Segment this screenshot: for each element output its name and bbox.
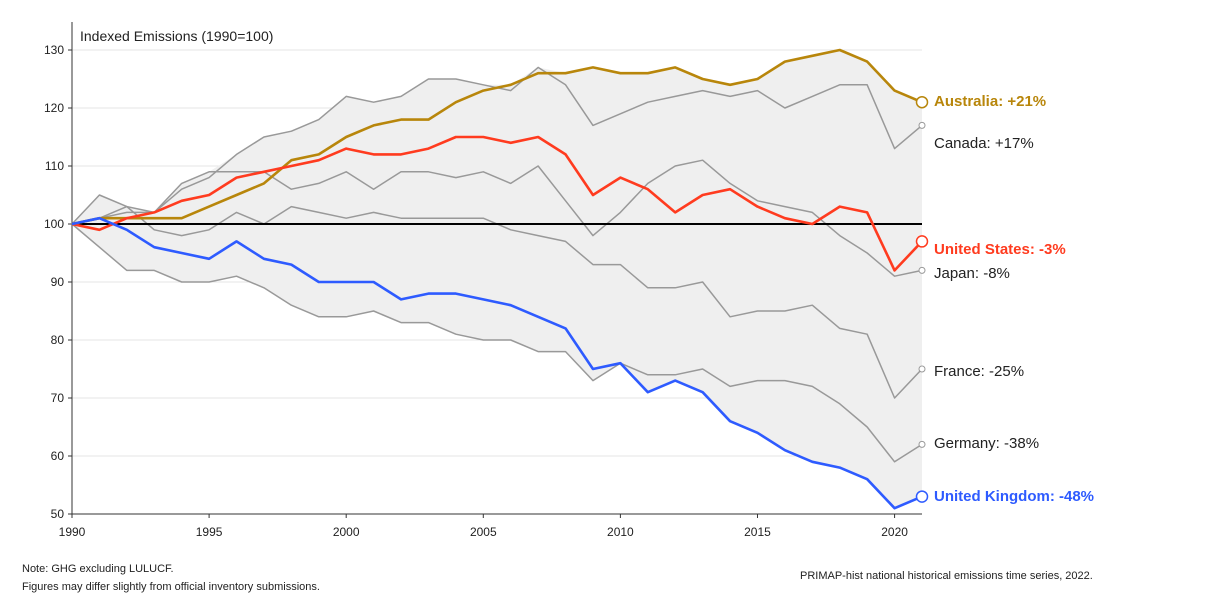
footnote-line-1: Note: GHG excluding LULUCF. xyxy=(22,563,174,575)
y-tick-label: 70 xyxy=(51,391,65,405)
end-marker-germany xyxy=(918,440,926,448)
y-tick-label: 90 xyxy=(51,275,65,289)
end-label-united-kingdom: United Kingdom: -48% xyxy=(934,488,1094,505)
series-line-japan xyxy=(71,159,923,277)
y-tick-label: 130 xyxy=(44,43,64,57)
end-marker-australia xyxy=(915,95,929,109)
y-tick-label: 80 xyxy=(51,333,65,347)
x-tick-label: 2000 xyxy=(333,525,360,539)
source-note: PRIMAP-hist national historical emission… xyxy=(800,570,1093,582)
end-label-canada: Canada: +17% xyxy=(934,135,1034,152)
end-label-united-states: United States: -3% xyxy=(934,241,1066,258)
highlight-series-lines xyxy=(71,48,923,510)
y-tick-label: 50 xyxy=(51,507,65,521)
series-line-united-states xyxy=(71,135,923,272)
x-tick-label: 2020 xyxy=(881,525,908,539)
x-tick-label: 2005 xyxy=(470,525,497,539)
x-tick-label: 2015 xyxy=(744,525,771,539)
end-label-japan: Japan: -8% xyxy=(934,265,1010,282)
end-label-france: France: -25% xyxy=(934,363,1024,380)
end-marker-france xyxy=(918,365,926,373)
end-marker-japan xyxy=(918,266,926,274)
title-background xyxy=(74,24,324,46)
x-tick-label: 1995 xyxy=(196,525,223,539)
end-marker-canada xyxy=(918,121,926,129)
y-tick-label: 120 xyxy=(44,101,64,115)
x-tick-label: 2010 xyxy=(607,525,634,539)
footnote: Note: GHG excluding LULUCF. Figures may … xyxy=(22,560,320,596)
y-tick-label: 100 xyxy=(44,217,64,231)
end-label-australia: Australia: +21% xyxy=(934,93,1046,110)
end-marker-united-states xyxy=(915,235,929,248)
axes xyxy=(71,22,922,515)
series-line-germany xyxy=(71,223,923,463)
footnote-line-2: Figures may differ slightly from officia… xyxy=(22,581,320,593)
x-tick-label: 1990 xyxy=(59,525,86,539)
y-tick-label: 60 xyxy=(51,449,65,463)
end-label-germany: Germany: -38% xyxy=(934,435,1039,452)
y-tick-label: 110 xyxy=(45,159,64,173)
end-marker-united-kingdom xyxy=(915,490,929,503)
chart-title: Indexed Emissions (1990=100) xyxy=(80,28,273,44)
axis-ticks: 50 60 70 80 90 100 110 120 130 1990 1995 2000 2005 20… xyxy=(44,43,908,539)
series-line-united-kingdom xyxy=(71,216,923,510)
series-line-australia xyxy=(71,48,923,226)
end-labels: Australia: +21% Canada: +17% United States… xyxy=(934,93,1094,505)
end-markers xyxy=(915,95,929,503)
